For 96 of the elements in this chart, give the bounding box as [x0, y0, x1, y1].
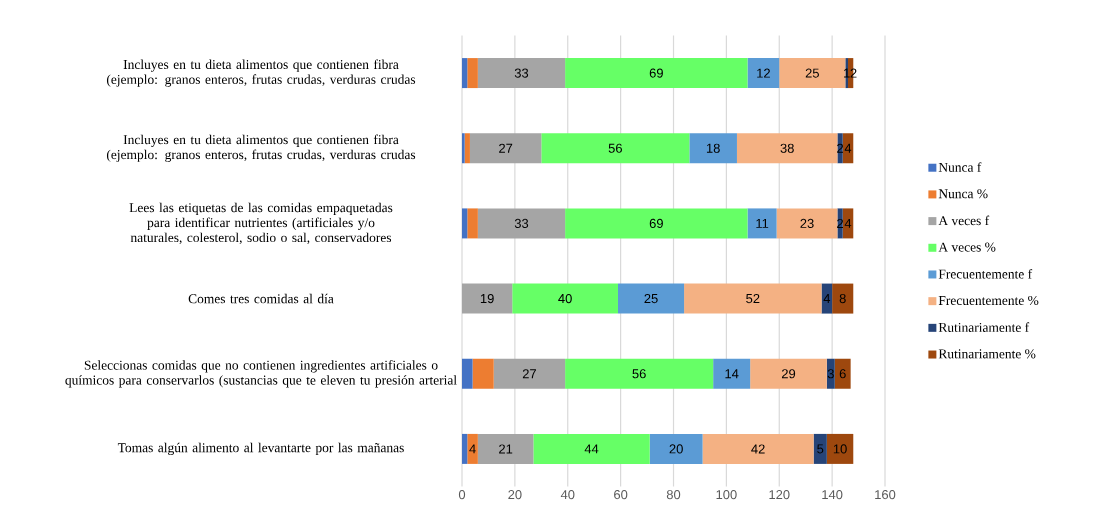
bar — [462, 133, 465, 164]
data-label: 27 — [522, 369, 536, 379]
data-label: 69 — [649, 218, 663, 228]
legend-label: A veces % — [938, 242, 996, 252]
bar — [832, 283, 854, 314]
legend-label: Frecuentemente % — [938, 295, 1039, 306]
bar — [736, 133, 838, 164]
bar — [467, 58, 478, 89]
data-label: 4 — [844, 143, 852, 153]
bar — [779, 58, 846, 89]
data-label: 29 — [781, 369, 796, 379]
y-tick-label: Tomas algún alimento al levantarte por las mañanas — [117, 442, 404, 456]
x-tick-label: 100 — [716, 490, 737, 500]
x-tick-label: 0 — [458, 490, 466, 500]
bar — [467, 208, 478, 239]
bar — [477, 58, 566, 89]
bar — [462, 58, 468, 89]
data-label: 8 — [839, 293, 846, 304]
x-tick-label: 20 — [508, 490, 522, 500]
legend-label: Rutinariamente % — [938, 349, 1036, 359]
x-tick-label: 60 — [614, 490, 628, 500]
legend-label: A veces f — [938, 215, 990, 226]
bar — [747, 58, 780, 89]
data-label: 6 — [839, 369, 846, 379]
bar — [462, 283, 513, 314]
bar — [834, 358, 851, 389]
data-label: 4 — [823, 294, 831, 304]
data-label: 12 — [757, 68, 770, 78]
legend-label: Rutinariamente f — [938, 322, 1030, 332]
legend-label: Nunca f — [938, 162, 982, 172]
data-label: 3 — [827, 369, 834, 379]
bar — [813, 433, 827, 464]
data-label: 11 — [756, 218, 769, 228]
y-tick-label: Incluyes en tu dieta alimentos que contienen fibra (ejemplo: granos enteros, frutas crudas, verduras crudas — [106, 134, 416, 162]
x-tick-label: 120 — [769, 490, 790, 500]
data-label: 52 — [746, 293, 760, 304]
data-label: 33 — [514, 218, 529, 228]
data-label: 69 — [649, 68, 663, 78]
data-label: 40 — [558, 293, 572, 304]
bar — [462, 358, 473, 389]
data-label: 23 — [800, 218, 814, 228]
data-label: 44 — [584, 444, 599, 454]
y-tick-label: Comes tres comidas al día — [188, 293, 334, 304]
data-label: 4 — [844, 218, 852, 228]
x-tick-label: 80 — [666, 490, 681, 500]
data-label: 56 — [632, 369, 646, 379]
bar — [464, 133, 470, 164]
bar — [565, 358, 714, 389]
bar — [541, 133, 690, 164]
y-tick-label: Incluyes en tu dieta alimentos que contienen fibra (ejemplo: granos enteros, frutas crudas, verduras crudas — [106, 59, 416, 87]
data-label: 20 — [669, 444, 683, 454]
legend-label: Frecuentemente f — [938, 268, 1033, 279]
data-label: 14 — [725, 369, 739, 379]
data-label: 4 — [469, 444, 476, 454]
data-label: 38 — [780, 143, 794, 153]
data-label: 18 — [706, 143, 720, 153]
data-label: 27 — [499, 143, 513, 153]
data-label: 56 — [608, 143, 622, 153]
data-label: 5 — [817, 444, 824, 454]
data-label: 42 — [751, 444, 765, 454]
bar — [493, 358, 566, 389]
x-tick-label: 160 — [875, 490, 896, 500]
bar — [462, 433, 468, 464]
bar — [462, 208, 468, 239]
bar — [702, 433, 814, 464]
bar — [533, 433, 650, 464]
data-label: 25 — [644, 293, 658, 304]
bar — [747, 208, 777, 239]
y-tick-label: Lees las etiquetas de las comidas empaquetadas para identificar nutrientes (artificiales y/o naturales, colesterol, sodio o sal, conservadores — [129, 202, 393, 245]
data-label: 33 — [514, 68, 529, 78]
bar — [826, 358, 835, 389]
y-tick-label: Seleccionas comidas que no contienen ingredientes artificiales o químicos para conservarlos (sustancias que te eleven tu presión arterial — [65, 360, 457, 388]
bar — [750, 358, 827, 389]
data-label: 1 — [844, 68, 850, 78]
x-tick-label: 40 — [560, 490, 575, 500]
data-label: 25 — [805, 68, 819, 78]
bar — [477, 433, 534, 464]
bar — [477, 208, 566, 239]
bar — [713, 358, 751, 389]
x-tick-label: 140 — [822, 490, 843, 500]
bar — [467, 433, 478, 464]
bar — [776, 208, 838, 239]
data-label: 10 — [833, 444, 847, 454]
bar — [472, 358, 494, 389]
data-label: 19 — [480, 293, 494, 304]
bar — [826, 433, 854, 464]
bar — [689, 133, 737, 164]
legend-label: Nunca % — [938, 189, 988, 199]
bar — [617, 283, 685, 314]
bar — [565, 208, 748, 239]
bar — [469, 133, 542, 164]
bar — [565, 58, 748, 89]
bar — [684, 283, 822, 314]
bar — [649, 433, 703, 464]
data-label: 21 — [499, 444, 513, 454]
bar — [512, 283, 618, 314]
